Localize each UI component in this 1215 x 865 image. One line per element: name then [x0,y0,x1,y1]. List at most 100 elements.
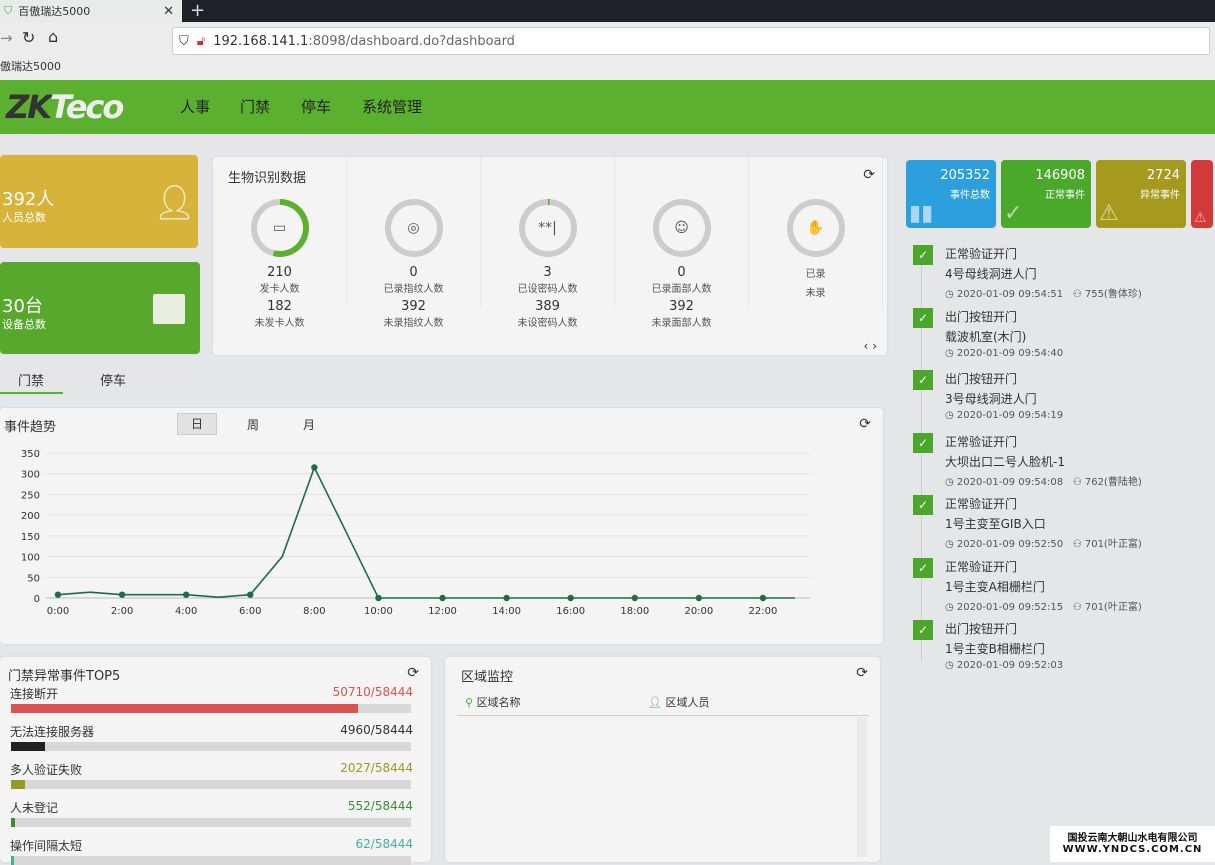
bio-bottom-label: 未录指纹人数 [383,318,444,329]
event-list-item[interactable]: ✓ 出门按钮开门 3号母线洞进人门 ◷ 2020-01-09 09:54:19 [905,370,1210,430]
top5-item-label: 操作间隔太短 [10,839,83,853]
event-time: 2020-01-09 09:54:40 [956,347,1064,359]
event-list-item[interactable]: ✓ 正常验证开门 大坝出口二号人脸机-1 ◷ 2020-01-09 09:54:… [905,432,1210,493]
top5-progress-bar [11,856,411,865]
column-area-people: 区域人员 [665,696,710,709]
top5-progress-bar [11,780,411,789]
data-point [439,594,446,602]
check-circle-icon: ✓ [913,557,933,578]
person-icon: ⚇ [1072,289,1082,300]
person-icon: ⚇ [1072,539,1082,550]
event-person: 755(鲁体珍) [1084,289,1142,300]
event-type: 出门按钮开门 [945,309,1018,324]
browser-tab[interactable]: ⛉ 百傲瑞达5000 ✕ [0,0,182,22]
tab-access[interactable]: 门禁 [18,374,45,389]
y-tick-label: 100 [21,553,40,564]
y-tick-label: 0 [34,594,40,605]
menu-parking[interactable]: 停车 [301,98,332,116]
event-stat-card[interactable]: 205352 事件总数 ▮▮ [906,160,996,228]
event-list-item[interactable]: ✓ 正常验证开门 1号主变A相栅栏门 ◷ 2020-01-09 09:52:15… [905,557,1210,618]
event-type: 正常验证开门 [945,497,1018,511]
device-total-value: 30台 [2,296,43,317]
event-list-item[interactable]: ✓ 出门按钮开门 载波机室(木门) ◷ 2020-01-09 09:54:40 [905,307,1210,368]
top5-item-label: 多人验证失败 [10,763,83,777]
home-icon[interactable]: ⌂ [48,27,59,46]
period-day-button[interactable]: 日 [177,413,217,435]
device-total-card[interactable]: 30台 设备总数 [0,262,200,354]
event-type: 正常验证开门 [945,434,1018,449]
next-icon[interactable]: › [872,339,877,353]
x-tick-label: 12:00 [428,606,457,617]
fingerprint-icon: ◎ [390,205,437,251]
bookmark-item[interactable]: 傲瑞达5000 [0,60,61,73]
person-icon: 👤︎ [153,183,197,223]
y-tick-label: 200 [21,511,40,522]
check-circle-icon: ✓ [913,620,933,640]
event-type: 正常验证开门 [945,559,1018,574]
timeline-line [921,262,922,662]
url-path: :8098/dashboard.do?dashboard [308,33,515,49]
event-door: 1号主变B相栅栏门 [945,642,1045,656]
insecure-lock-icon: 🔓︎ [196,33,206,49]
event-door: 4号母线洞进人门 [945,267,1037,281]
trend-title: 事件趋势 [4,420,57,435]
period-month-button[interactable]: 月 [303,418,316,432]
event-stat-label: 事件总数 [950,190,990,201]
top5-progress-bar [11,704,411,713]
address-bar[interactable]: ⛉ 🔓︎ 192.168.141.1:8098/dashboard.do?das… [172,27,1210,55]
personnel-total-value: 392人 [2,189,55,210]
top5-item-value: 50710/58444 [332,685,413,699]
close-tab-icon[interactable]: ✕ [163,3,174,19]
personnel-total-card[interactable]: 392人 人员总数 👤︎ [0,155,198,248]
bio-bottom-label: 未录 [805,288,826,299]
top5-item-label: 无法连接服务器 [10,725,95,739]
event-time: 2020-01-09 09:52:15 [956,601,1064,613]
top5-item-label: 连接断开 [10,687,59,701]
data-point [567,594,574,602]
x-tick-label: 0:00 [47,606,69,617]
biometric-item: ☺ 0 已录面部人数 392 未录面部人数 [615,157,749,329]
menu-personnel[interactable]: 人事 [180,98,211,116]
refresh-icon[interactable]: ⟳ [859,416,871,432]
data-point [759,594,767,602]
event-type: 正常验证开门 [945,247,1018,261]
event-list-item[interactable]: ✓ 正常验证开门 1号主变至GIB入口 ◷ 2020-01-09 09:52:5… [905,495,1210,555]
module-tabs: 门禁 停车 [0,366,900,396]
top5-item-value: 62/58444 [355,837,414,851]
bio-bottom-value: 182 [267,299,292,314]
menu-access[interactable]: 门禁 [240,98,271,116]
scrollbar[interactable] [857,717,867,857]
shield-icon: ⛉ [4,4,13,17]
new-tab-button[interactable]: + [190,0,206,21]
location-icon: ⚲ [465,696,474,709]
event-door: 1号主变A相栅栏门 [945,579,1045,594]
event-type: 出门按钮开门 [945,622,1018,636]
bio-bottom-value: 392 [669,299,694,314]
bio-top-value: 0 [677,265,686,280]
prev-icon[interactable]: ‹ [863,339,869,353]
forward-icon[interactable]: → [0,29,13,47]
bio-bottom-label: 未录面部人数 [651,318,712,329]
refresh-icon[interactable]: ⟳ [407,665,419,681]
event-stat-card[interactable]: ⚠ [1191,160,1213,228]
check-circle-icon: ✓ [1004,201,1023,226]
event-list-item[interactable]: ✓ 正常验证开门 4号母线洞进人门 ◷ 2020-01-09 09:54:51 … [905,245,1210,305]
tab-parking[interactable]: 停车 [100,374,127,389]
top5-item-value: 552/58444 [347,799,413,813]
event-stat-value: 205352 [940,168,990,183]
event-list-item[interactable]: ✓ 出门按钮开门 1号主变B相栅栏门 ◷ 2020-01-09 09:52:03 [905,620,1210,680]
area-title: 区域监控 [461,670,514,685]
x-tick-label: 4:00 [175,606,197,617]
bio-top-label: 已录 [805,269,826,280]
clock-icon: ◷ [945,347,954,359]
period-week-button[interactable]: 周 [247,418,260,432]
refresh-icon[interactable]: ⟳ [856,665,868,681]
event-stat-card[interactable]: 146908 正常事件 ✓ [1001,160,1091,228]
event-stat-card[interactable]: 2724 异常事件 ⚠ [1096,160,1186,228]
reload-icon[interactable]: ↻ [22,28,36,47]
data-point [182,591,190,598]
menu-system[interactable]: 系统管理 [362,98,423,116]
bio-top-value: 210 [267,265,292,280]
refresh-icon[interactable]: ⟳ [863,167,875,183]
event-door: 大坝出口二号人脸机-1 [945,454,1065,469]
